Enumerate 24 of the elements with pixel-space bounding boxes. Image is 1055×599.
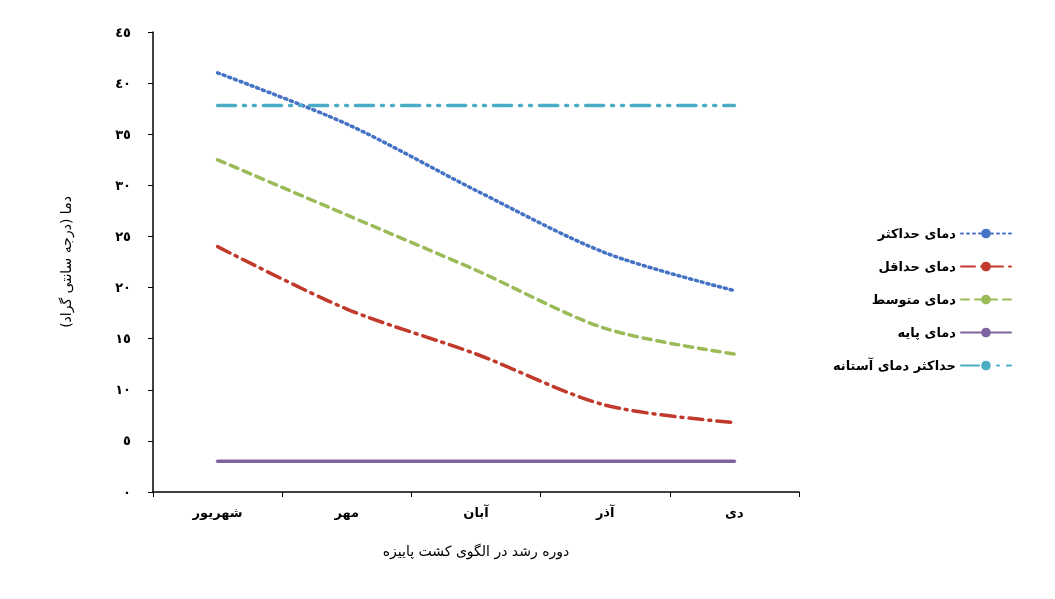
y-tick-label: ٤٠ xyxy=(115,75,131,91)
y-tick-label: ٥ xyxy=(123,433,132,449)
line-series xyxy=(215,158,737,356)
y-axis-title: دما (درجه سانتی گراد) xyxy=(58,196,75,328)
y-tick-label: ٣٥ xyxy=(115,126,132,142)
legend-label: دمای پایه xyxy=(897,325,957,340)
x-tick-label: دی xyxy=(725,505,745,520)
y-tick-label: ٠ xyxy=(123,484,131,500)
legend-label: دمای حداکثر xyxy=(876,226,957,241)
y-tick-label: ١٠ xyxy=(115,382,131,398)
y-tick-label: ٢٠ xyxy=(115,280,131,296)
legend-label: دمای حداقل xyxy=(878,259,957,274)
y-tick-label: ٣٠ xyxy=(115,177,131,193)
legend-label: دمای متوسط xyxy=(871,292,957,307)
y-tick-label: ٢٥ xyxy=(115,228,132,244)
x-tick-label: آبان xyxy=(463,504,490,520)
y-tick-label: ٤٥ xyxy=(115,24,132,40)
x-tick-label: شهریور xyxy=(191,505,243,520)
line-series xyxy=(215,71,737,293)
x-tick-label: مهر xyxy=(333,505,360,520)
x-tick-label: آذر xyxy=(594,504,616,520)
legend-label: حداکثر دمای آستانه xyxy=(832,357,956,373)
x-axis-title: دوره رشد در الگوی کشت پاییزه xyxy=(382,543,570,560)
y-tick-label: ١٥ xyxy=(115,331,132,347)
